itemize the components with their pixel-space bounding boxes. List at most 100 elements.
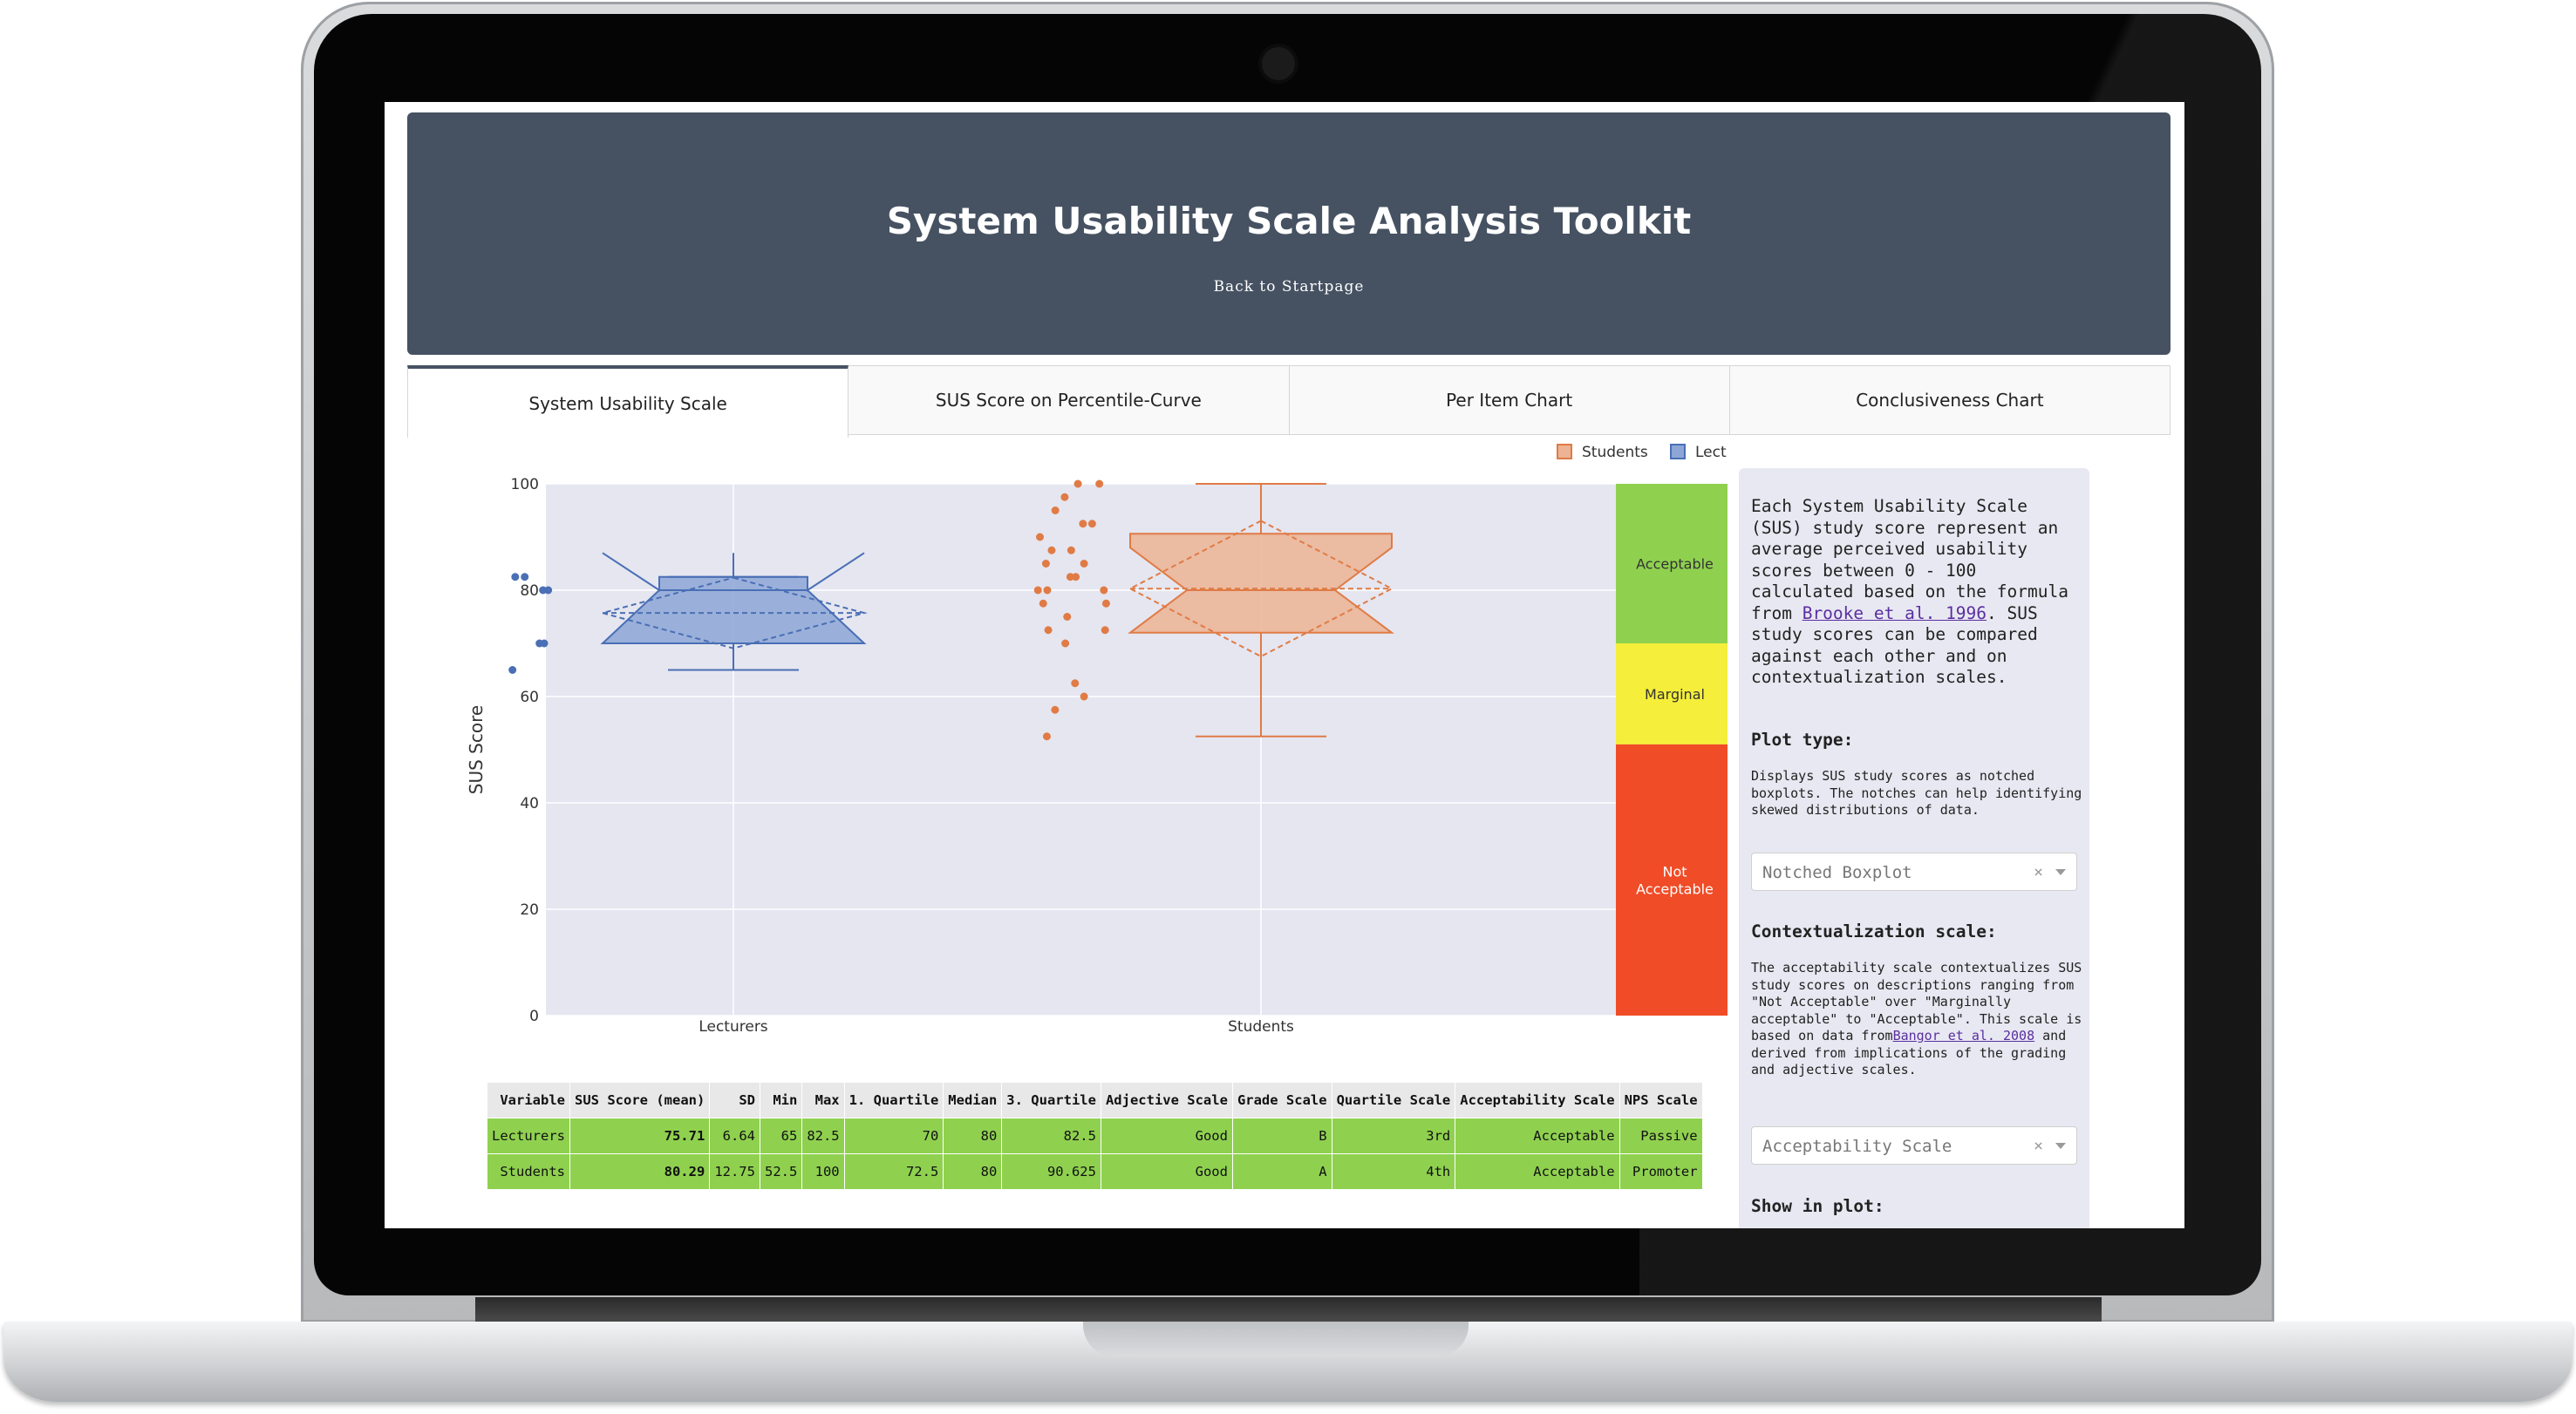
- contextualization-dropdown[interactable]: Acceptability Scale ×: [1751, 1126, 2077, 1165]
- contextualization-heading: Contextualization scale:: [1751, 921, 1997, 942]
- data-point: [511, 573, 520, 581]
- tab-bar: System Usability Scale SUS Score on Perc…: [407, 365, 2171, 438]
- data-point: [540, 639, 549, 648]
- data-point: [1036, 533, 1045, 541]
- legend-label: Students: [1582, 444, 1648, 461]
- table-header-cell: Variable: [487, 1082, 570, 1118]
- band-label: Marginal: [1645, 686, 1705, 703]
- data-point: [1101, 626, 1109, 635]
- legend-swatch: [1670, 444, 1686, 459]
- plot-type-value: Notched Boxplot: [1762, 863, 1912, 882]
- y-tick-label: 40: [520, 795, 539, 812]
- app-header: System Usability Scale Analysis Toolkit …: [407, 112, 2171, 355]
- y-tick-label: 20: [520, 901, 539, 919]
- chart-svg: 0 20 40 60 80 100 SUS Score Lecturers Students Ac…: [466, 444, 1764, 1036]
- tab-conclusiveness-chart[interactable]: Conclusiveness Chart: [1729, 365, 2171, 435]
- table-header-cell: SD: [709, 1082, 760, 1118]
- context-text-end: and derived from implications of the gra…: [1751, 1028, 2067, 1077]
- data-point: [1043, 586, 1052, 595]
- table-cell: 4th: [1331, 1153, 1456, 1190]
- data-point: [1079, 520, 1087, 528]
- plot-area: [546, 484, 1616, 1016]
- table-cell: Good: [1100, 1153, 1233, 1190]
- laptop-notch: [1083, 1322, 1469, 1356]
- data-point: [1095, 479, 1104, 488]
- table-cell: 80.29: [569, 1153, 711, 1190]
- y-tick-label: 80: [520, 582, 539, 600]
- sus-boxplot-chart[interactable]: 0 20 40 60 80 100 SUS Score Lecturers Students Ac…: [463, 438, 1764, 1152]
- mean-sd-diamond: [599, 576, 868, 649]
- laptop-hinge: [475, 1297, 2102, 1322]
- acceptability-band: [1616, 643, 1734, 744]
- data-point: [1039, 599, 1047, 608]
- plot-type-description: Displays SUS study scores as notched box…: [1751, 768, 2082, 818]
- table-cell: 52.5: [759, 1153, 803, 1190]
- table-cell: 100: [801, 1153, 845, 1190]
- table-cell: 70: [843, 1118, 944, 1154]
- back-to-startpage-link[interactable]: Back to Startpage: [1213, 278, 1365, 296]
- table-cell: Good: [1100, 1118, 1233, 1154]
- table-header-cell: Acceptability Scale: [1455, 1082, 1620, 1118]
- legend-swatch: [1557, 444, 1572, 459]
- table-header-cell: Median: [943, 1082, 1003, 1118]
- table-cell: 6.64: [709, 1118, 760, 1154]
- data-point: [1080, 560, 1088, 568]
- summary-table: Variable SUS Score (mean) SD Min Max 1. Quart…: [487, 1082, 1703, 1190]
- tab-percentile-curve[interactable]: SUS Score on Percentile-Curve: [848, 365, 1290, 435]
- data-point: [1060, 493, 1069, 501]
- tab-system-usability-scale[interactable]: System Usability Scale: [407, 365, 849, 438]
- table-cell: Lecturers: [487, 1118, 570, 1154]
- table-row: Lecturers 75.71 6.64 65 82.5 70 80 82.5 Good B 3rd…: [487, 1118, 1703, 1154]
- bangor-link[interactable]: Bangor et al. 2008: [1892, 1028, 2035, 1044]
- y-tick-label: 0: [529, 1008, 539, 1025]
- band-label: Not: [1662, 863, 1687, 880]
- band-label: Acceptable: [1636, 556, 1714, 573]
- brooke-link[interactable]: Brooke et al. 1996: [1802, 602, 1987, 623]
- context-text: The acceptability scale contextualizes S…: [1751, 960, 2082, 1044]
- table-cell: Passive: [1619, 1118, 1703, 1154]
- data-point: [544, 586, 553, 595]
- page-title: System Usability Scale Analysis Toolkit: [886, 200, 1692, 242]
- data-point: [1042, 732, 1051, 741]
- contextualization-description: The acceptability scale contextualizes S…: [1751, 960, 2082, 1079]
- app-screen: System Usability Scale Analysis Toolkit …: [385, 102, 2184, 1228]
- box-students: [1128, 533, 1394, 634]
- data-point: [1047, 546, 1056, 554]
- table-cell: Promoter: [1619, 1153, 1703, 1190]
- table-header-cell: Max: [801, 1082, 845, 1118]
- data-point: [1101, 599, 1110, 608]
- data-point: [1033, 586, 1042, 595]
- table-cell: Acceptable: [1455, 1153, 1620, 1190]
- data-point: [1100, 586, 1108, 595]
- tab-per-item-chart[interactable]: Per Item Chart: [1289, 365, 1730, 435]
- intro-text-end: . SUS study scores can be compared again…: [1751, 602, 2038, 688]
- band-label: Acceptable: [1636, 880, 1714, 897]
- table-header-cell: Quartile Scale: [1331, 1082, 1456, 1118]
- table-cell: Students: [487, 1153, 570, 1190]
- data-point: [1061, 639, 1070, 648]
- data-point: [1087, 520, 1096, 528]
- plot-type-dropdown[interactable]: Notched Boxplot ×: [1751, 853, 2077, 891]
- data-point: [1044, 626, 1053, 635]
- table-cell: 65: [759, 1118, 803, 1154]
- chevron-down-icon[interactable]: [2055, 869, 2066, 875]
- clear-icon[interactable]: ×: [2034, 1137, 2043, 1155]
- table-cell: 90.625: [1001, 1153, 1101, 1190]
- table-cell: A: [1231, 1153, 1332, 1190]
- acceptability-band: [1616, 484, 1734, 643]
- y-tick-label: 100: [511, 476, 539, 493]
- data-point: [1067, 546, 1075, 554]
- table-cell: Acceptable: [1455, 1118, 1620, 1154]
- table-header-cell: SUS Score (mean): [569, 1082, 711, 1118]
- data-point: [521, 573, 529, 581]
- table-cell: 80: [943, 1153, 1003, 1190]
- table-header-cell: 3. Quartile: [1001, 1082, 1101, 1118]
- table-cell: 12.75: [709, 1153, 760, 1190]
- chevron-down-icon[interactable]: [2055, 1143, 2066, 1149]
- settings-panel: Each System Usability Scale (SUS) study …: [1739, 468, 2089, 1228]
- table-cell: 82.5: [1001, 1118, 1101, 1154]
- table-body: Lecturers 75.71 6.64 65 82.5 70 80 82.5 Good B 3rd…: [487, 1118, 1703, 1190]
- clear-icon[interactable]: ×: [2034, 863, 2043, 881]
- plot-type-heading: Plot type:: [1751, 730, 1854, 750]
- data-point: [1051, 705, 1060, 714]
